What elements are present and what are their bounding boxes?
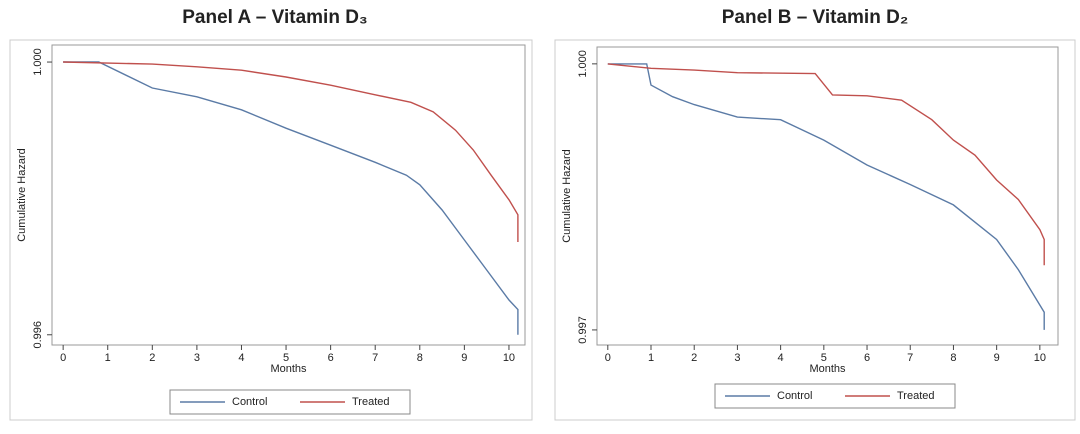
x-tick-label: 8 bbox=[417, 352, 423, 364]
x-tick-label: 2 bbox=[149, 352, 155, 364]
x-tick-label: 2 bbox=[691, 352, 697, 364]
y-tick-label: 1.000 bbox=[577, 50, 589, 78]
x-tick-label: 9 bbox=[994, 352, 1000, 364]
legend-label: Treated bbox=[897, 390, 935, 402]
series-line bbox=[63, 61, 519, 242]
x-tick-label: 5 bbox=[821, 352, 827, 364]
x-tick-label: 0 bbox=[605, 352, 611, 364]
x-axis-label: Months bbox=[270, 363, 307, 375]
x-tick-label: 3 bbox=[194, 352, 200, 364]
series-line bbox=[607, 63, 1045, 266]
chart-title: Panel B – Vitamin D₂ bbox=[722, 7, 909, 28]
x-tick-label: 1 bbox=[105, 352, 111, 364]
x-tick-label: 4 bbox=[238, 352, 244, 364]
x-tick-label: 10 bbox=[503, 352, 515, 364]
legend-label: Control bbox=[777, 390, 812, 402]
x-tick-label: 6 bbox=[328, 352, 334, 364]
chart-title: Panel A – Vitamin D₃ bbox=[182, 7, 367, 28]
y-axis-label: Cumulative Hazard bbox=[561, 149, 573, 243]
x-tick-label: 6 bbox=[864, 352, 870, 364]
y-tick-label: 0.996 bbox=[32, 321, 44, 349]
x-tick-label: 9 bbox=[461, 352, 467, 364]
x-tick-label: 10 bbox=[1034, 352, 1046, 364]
plot-area bbox=[51, 44, 526, 346]
series-line bbox=[63, 61, 519, 335]
x-axis-label: Months bbox=[809, 363, 846, 375]
x-tick-label: 7 bbox=[907, 352, 913, 364]
x-tick-label: 1 bbox=[648, 352, 654, 364]
panel: Panel B – Vitamin D₂ 0 1 2 3 4 5 6 7 8 9 10 0.997 1.0… bbox=[554, 7, 1076, 421]
y-axis-label: Cumulative Hazard bbox=[16, 148, 28, 242]
x-tick-label: 8 bbox=[950, 352, 956, 364]
x-tick-label: 5 bbox=[283, 352, 289, 364]
series-line bbox=[607, 63, 1045, 330]
x-tick-label: 3 bbox=[734, 352, 740, 364]
y-tick-label: 1.000 bbox=[32, 48, 44, 76]
x-tick-label: 7 bbox=[372, 352, 378, 364]
y-tick-label: 0.997 bbox=[577, 316, 589, 344]
plot-area bbox=[596, 46, 1059, 346]
legend-label: Control bbox=[232, 396, 267, 408]
legend-label: Treated bbox=[352, 396, 390, 408]
x-tick-label: 0 bbox=[60, 352, 66, 364]
x-tick-label: 4 bbox=[778, 352, 784, 364]
panel: Panel A – Vitamin D₃ 0 1 2 3 4 5 6 7 8 9 10 0.996 1.0… bbox=[9, 7, 533, 421]
